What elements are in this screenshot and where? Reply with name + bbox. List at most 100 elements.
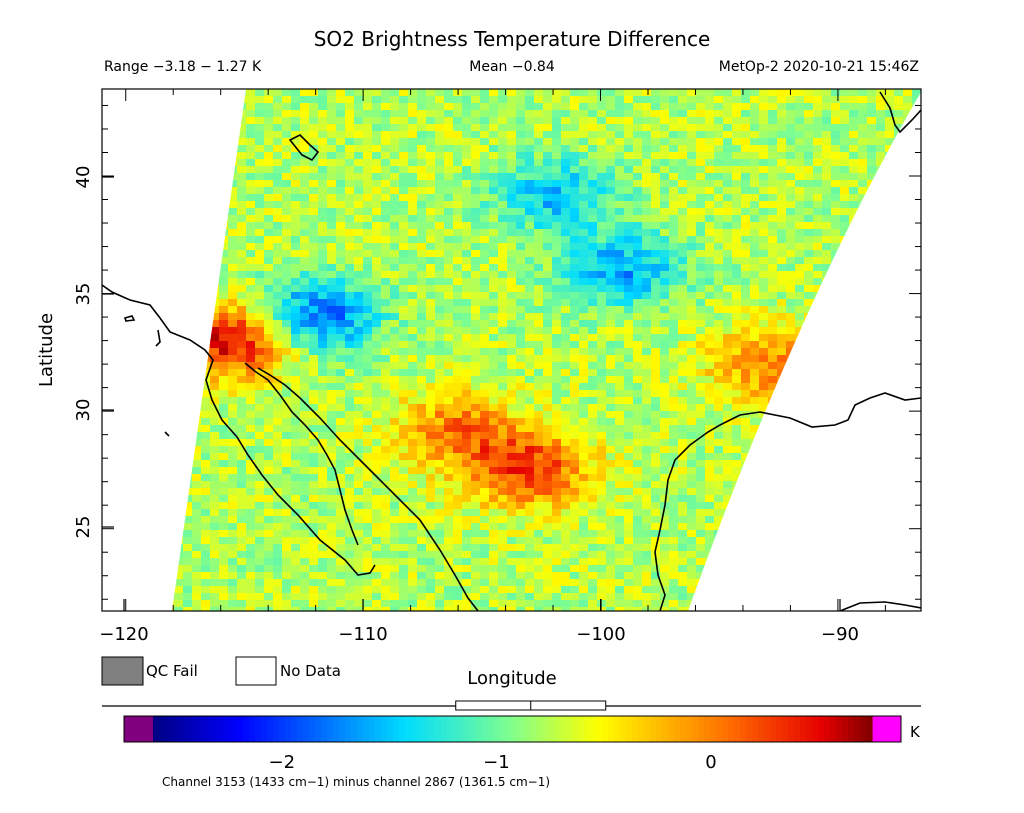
heatmap-cell xyxy=(111,264,121,272)
heatmap-cell xyxy=(516,271,526,279)
heatmap-cell xyxy=(759,180,769,188)
heatmap-cell xyxy=(813,187,823,195)
heatmap-cell xyxy=(336,299,346,307)
heatmap-cell xyxy=(426,292,436,300)
heatmap-cell xyxy=(174,369,184,377)
heatmap-cell xyxy=(246,362,256,370)
heatmap-cell xyxy=(525,222,535,230)
heatmap-cell xyxy=(471,215,481,223)
heatmap-cell xyxy=(552,96,562,104)
heatmap-cell xyxy=(894,460,904,468)
heatmap-cell xyxy=(156,355,166,363)
heatmap-cell xyxy=(354,103,364,111)
heatmap-cell xyxy=(417,110,427,118)
heatmap-cell xyxy=(273,362,283,370)
heatmap-cell xyxy=(246,180,256,188)
heatmap-cell xyxy=(327,236,337,244)
heatmap-cell xyxy=(219,201,229,209)
heatmap-cell xyxy=(138,117,148,125)
heatmap-cell xyxy=(903,313,913,321)
heatmap-cell xyxy=(777,341,787,349)
heatmap-cell xyxy=(831,327,841,335)
heatmap-cell xyxy=(705,306,715,314)
heatmap-cell xyxy=(876,166,886,174)
heatmap-cell xyxy=(642,250,652,258)
heatmap-cell xyxy=(318,89,328,97)
heatmap-cell xyxy=(849,89,859,97)
heatmap-cell xyxy=(867,348,877,356)
heatmap-cell xyxy=(444,166,454,174)
heatmap-cell xyxy=(552,376,562,384)
heatmap-cell xyxy=(444,425,454,433)
heatmap-cell xyxy=(624,348,634,356)
heatmap-cell xyxy=(804,460,814,468)
heatmap-cell xyxy=(525,138,535,146)
heatmap-cell xyxy=(885,299,895,307)
heatmap-cell xyxy=(399,152,409,160)
heatmap-cell xyxy=(534,243,544,251)
heatmap-cell xyxy=(588,327,598,335)
heatmap-cell xyxy=(372,187,382,195)
heatmap-cell xyxy=(354,166,364,174)
heatmap-cell xyxy=(507,222,517,230)
heatmap-cell xyxy=(525,110,535,118)
heatmap-cell xyxy=(174,299,184,307)
heatmap-cell xyxy=(633,145,643,153)
heatmap-cell xyxy=(885,313,895,321)
heatmap-cell xyxy=(399,355,409,363)
heatmap-cell xyxy=(120,271,130,279)
heatmap-cell xyxy=(885,425,895,433)
heatmap-cell xyxy=(399,425,409,433)
heatmap-cell xyxy=(327,243,337,251)
heatmap-cell xyxy=(273,334,283,342)
heatmap-cell xyxy=(615,250,625,258)
heatmap-cell xyxy=(858,453,868,461)
heatmap-cell xyxy=(363,229,373,237)
heatmap-cell xyxy=(795,131,805,139)
heatmap-cell xyxy=(426,180,436,188)
heatmap-cell xyxy=(606,418,616,426)
heatmap-cell xyxy=(768,145,778,153)
heatmap-cell xyxy=(561,110,571,118)
heatmap-cell xyxy=(201,327,211,335)
heatmap-cell xyxy=(138,222,148,230)
heatmap-cell xyxy=(273,278,283,286)
heatmap-cell xyxy=(687,418,697,426)
heatmap-cell xyxy=(435,320,445,328)
heatmap-cell xyxy=(795,215,805,223)
heatmap-cell xyxy=(705,138,715,146)
heatmap-cell xyxy=(390,432,400,440)
heatmap-cell xyxy=(102,103,112,111)
heatmap-cell xyxy=(309,257,319,265)
heatmap-cell xyxy=(129,208,139,216)
heatmap-cell xyxy=(687,320,697,328)
heatmap-cell xyxy=(507,348,517,356)
heatmap-cell xyxy=(660,299,670,307)
heatmap-cell xyxy=(390,362,400,370)
heatmap-cell xyxy=(687,236,697,244)
heatmap-cell xyxy=(408,383,418,391)
heatmap-cell xyxy=(642,313,652,321)
heatmap-cell xyxy=(147,404,157,412)
heatmap-cell xyxy=(309,404,319,412)
heatmap-cell xyxy=(273,194,283,202)
heatmap-cell xyxy=(786,187,796,195)
heatmap-cell xyxy=(453,138,463,146)
heatmap-cell xyxy=(435,166,445,174)
heatmap-cell xyxy=(696,159,706,167)
heatmap-cell xyxy=(444,215,454,223)
heatmap-cell xyxy=(714,173,724,181)
heatmap-cell xyxy=(876,306,886,314)
heatmap-cell xyxy=(678,397,688,405)
heatmap-cell xyxy=(840,229,850,237)
heatmap-cell xyxy=(129,446,139,454)
heatmap-cell xyxy=(192,138,202,146)
heatmap-cell xyxy=(588,299,598,307)
heatmap-cell xyxy=(813,264,823,272)
heatmap-cell xyxy=(489,180,499,188)
heatmap-cell xyxy=(705,320,715,328)
heatmap-cell xyxy=(516,320,526,328)
heatmap-cell xyxy=(318,138,328,146)
heatmap-cell xyxy=(831,138,841,146)
heatmap-cell xyxy=(291,124,301,132)
